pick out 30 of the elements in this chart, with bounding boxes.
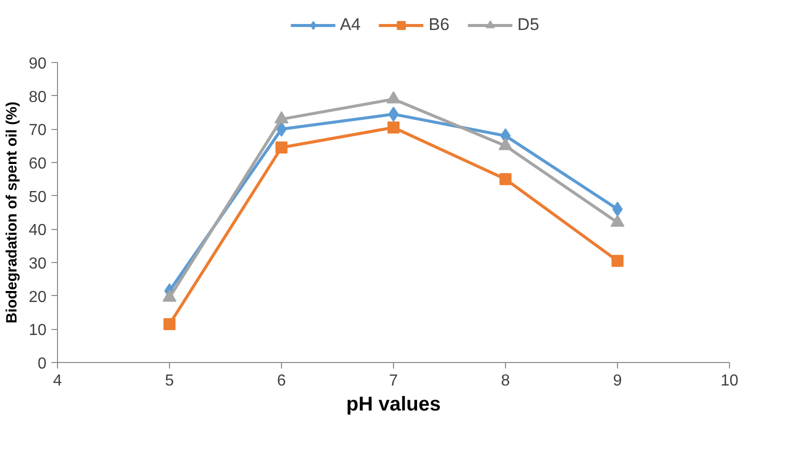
y-tick-label: 90 (28, 56, 47, 72)
x-tick-label: 7 (389, 372, 398, 390)
legend-label: A4 (340, 15, 361, 35)
y-tick-label: 40 (28, 222, 47, 240)
point (612, 202, 623, 217)
x-tick-label: 6 (277, 372, 286, 390)
y-tick-label: 80 (28, 88, 47, 106)
x-tick-label: 9 (613, 372, 622, 390)
y-axis-title: Biodegradation of spent oil (%) (4, 102, 21, 324)
y-tick-label: 0 (38, 356, 47, 372)
x-tick-label: 4 (53, 372, 62, 390)
y-tick-label: 60 (28, 156, 47, 172)
y-tick-label: 70 (28, 122, 47, 140)
y-tick-label: 50 (28, 188, 47, 206)
point (276, 122, 287, 137)
point (388, 122, 400, 134)
y-tick-label: 10 (28, 322, 47, 340)
legend-label: B6 (428, 15, 450, 35)
x-tick-label: 5 (165, 372, 174, 390)
legend-label: D5 (517, 15, 540, 35)
point (500, 173, 512, 186)
y-tick-label: 30 (28, 256, 47, 272)
x-tick-label: 10 (720, 372, 738, 390)
x-tick-label: 8 (501, 372, 510, 390)
point (276, 142, 288, 154)
point (612, 254, 624, 267)
x-axis-title: pH values (346, 394, 441, 416)
point (388, 106, 399, 122)
point (164, 318, 176, 330)
y-tick-label: 20 (28, 288, 47, 306)
